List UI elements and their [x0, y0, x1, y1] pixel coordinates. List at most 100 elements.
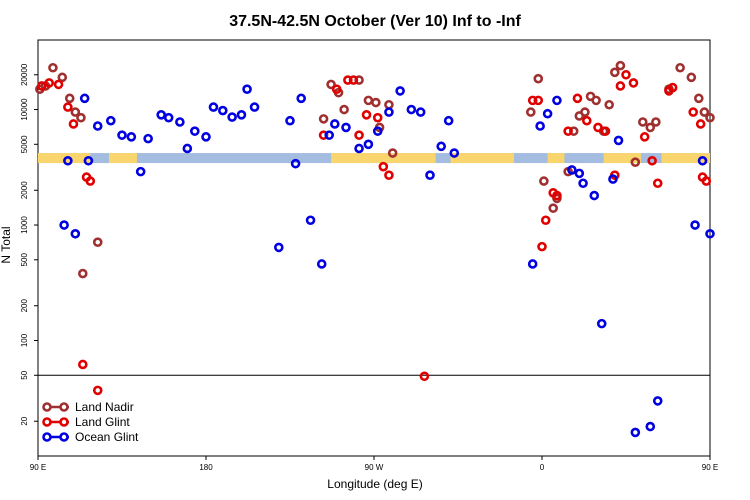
data-point	[593, 122, 603, 133]
data-point	[608, 174, 618, 184]
data-point	[699, 107, 710, 117]
data-point	[92, 385, 103, 396]
data-point	[236, 110, 247, 120]
y-axis-label: N Total	[0, 226, 13, 263]
data-point	[693, 93, 704, 104]
data-point	[296, 93, 307, 104]
data-point	[591, 95, 601, 106]
data-point	[70, 107, 81, 117]
data-point	[436, 141, 447, 152]
data-point	[630, 157, 641, 167]
y-tick-label: 500	[20, 253, 29, 267]
data-point	[697, 155, 708, 166]
data-point	[419, 371, 430, 382]
legend-label: Land Nadir	[75, 400, 134, 414]
data-point	[218, 105, 228, 116]
y-tick-label: 10000	[20, 98, 29, 121]
data-point	[135, 166, 146, 177]
data-point	[78, 359, 88, 370]
data-point	[675, 62, 685, 73]
y-tick-label: 20	[20, 416, 29, 425]
data-point	[637, 117, 648, 127]
data-point	[415, 107, 426, 117]
land-band-segment	[661, 153, 710, 164]
data-point	[201, 132, 211, 142]
y-tick-label: 2000	[20, 181, 29, 199]
data-point	[354, 143, 364, 154]
data-point	[690, 220, 700, 230]
land-band-segment	[450, 153, 514, 164]
data-point	[572, 93, 583, 104]
data-point	[639, 132, 650, 142]
data-point	[552, 190, 562, 201]
data-point	[156, 110, 166, 120]
data-point	[361, 110, 372, 120]
data-point	[126, 132, 137, 142]
data-point	[667, 82, 678, 93]
data-point	[581, 115, 592, 126]
data-point	[331, 84, 342, 94]
data-point	[106, 115, 116, 126]
data-point	[249, 102, 260, 112]
data-point	[78, 268, 88, 279]
data-point	[83, 155, 94, 166]
data-point	[242, 84, 252, 94]
data-point	[372, 112, 383, 123]
land-band-segment	[108, 153, 137, 164]
data-point	[548, 203, 559, 213]
data-point	[182, 143, 193, 154]
data-point	[117, 130, 127, 140]
data-point	[533, 73, 544, 84]
data-point	[285, 115, 295, 126]
data-point	[701, 176, 712, 186]
data-point	[79, 93, 90, 104]
data-point	[329, 119, 340, 129]
data-point	[615, 81, 626, 91]
data-point	[63, 155, 73, 166]
land-band-segment	[603, 153, 641, 164]
data-point	[688, 107, 699, 117]
y-tick-label: 20000	[20, 63, 29, 86]
data-point	[70, 228, 81, 239]
data-point	[290, 158, 301, 169]
data-point	[348, 75, 359, 85]
data-point	[208, 102, 219, 112]
series-land-glint	[36, 69, 712, 396]
data-point	[705, 112, 715, 123]
data-point	[143, 133, 153, 144]
series-land-nadir	[35, 60, 715, 279]
y-tick-label: 1000	[20, 216, 29, 234]
data-point	[406, 104, 417, 115]
data-point	[695, 119, 706, 129]
data-point	[305, 215, 316, 226]
data-point	[53, 79, 64, 90]
data-point	[48, 62, 58, 73]
data-point	[354, 75, 364, 85]
data-point	[552, 95, 562, 106]
data-point	[395, 86, 405, 96]
legend-label: Land Glint	[75, 415, 130, 429]
legend-marker	[59, 402, 69, 412]
legend-marker	[59, 432, 69, 442]
data-point	[175, 117, 185, 127]
data-point	[63, 102, 73, 112]
data-point	[652, 178, 663, 189]
x-tick-label: 90 E	[30, 463, 46, 472]
y-tick-label: 100	[20, 333, 29, 347]
data-point	[443, 115, 454, 126]
data-point	[326, 79, 336, 90]
data-point	[525, 107, 536, 117]
data-point	[363, 95, 374, 106]
data-point	[36, 81, 47, 91]
data-point	[425, 170, 435, 181]
data-point	[44, 78, 55, 88]
data-point	[92, 237, 103, 247]
data-point	[387, 148, 398, 158]
data-point	[354, 130, 364, 140]
series-ocean-glint	[59, 84, 715, 438]
land-band-segment	[331, 153, 436, 164]
legend-label: Ocean Glint	[75, 430, 139, 444]
data-point	[568, 126, 579, 136]
